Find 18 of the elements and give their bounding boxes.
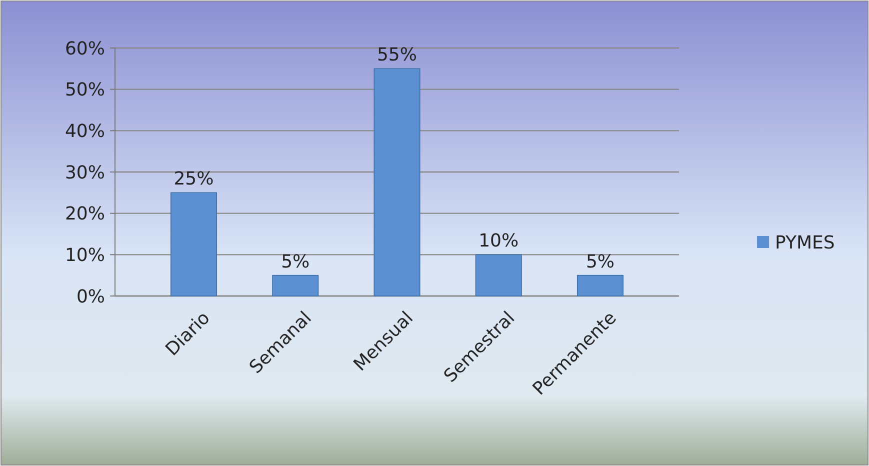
- bar: [475, 254, 522, 296]
- bar: [576, 274, 624, 296]
- y-tick-label: 20%: [64, 204, 105, 225]
- y-tick-label: 40%: [64, 120, 105, 142]
- bar: [170, 192, 218, 296]
- bar: [374, 68, 420, 296]
- data-label: 55%: [376, 44, 418, 66]
- y-tick-label: 50%: [64, 80, 105, 101]
- data-label: 25%: [174, 168, 214, 190]
- data-label: 10%: [478, 230, 519, 252]
- bar: [272, 274, 319, 296]
- y-tick-label: 30%: [64, 162, 105, 184]
- y-tick-label: 0%: [76, 286, 105, 308]
- y-tick-label: 10%: [64, 244, 105, 266]
- data-label: 5%: [281, 251, 310, 272]
- data-label: 5%: [586, 251, 615, 272]
- text: PYMES: [775, 232, 835, 254]
- y-tick-label: 60%: [64, 38, 105, 60]
